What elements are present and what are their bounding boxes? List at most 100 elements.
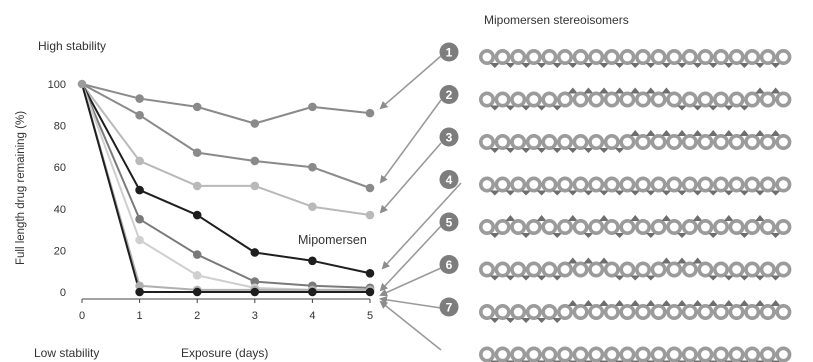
strand-bead	[744, 346, 761, 362]
strand-bead	[603, 134, 620, 151]
linkage-marker-down	[599, 148, 609, 153]
badge-7: 7	[439, 297, 459, 317]
strand-bead	[603, 346, 620, 362]
strand-bead	[619, 176, 636, 193]
linkage-marker-down	[677, 233, 687, 238]
strand-bead	[759, 219, 776, 236]
linkage-marker-down	[567, 190, 578, 196]
linkage-marker-down	[708, 105, 719, 111]
strand-bead	[635, 346, 651, 362]
series-line-7	[81, 83, 370, 291]
strand-bead	[541, 219, 558, 236]
linkage-marker-down	[583, 233, 594, 238]
linkage-marker-down	[521, 318, 531, 323]
linkage-marker-down	[521, 63, 531, 68]
strand-bead	[603, 91, 620, 108]
x-axis-title: Exposure (days)	[181, 346, 268, 360]
linkage-marker-down	[739, 190, 750, 196]
linkage-marker-up	[677, 300, 687, 306]
strand-bead	[759, 176, 776, 193]
linkage-marker-down	[739, 105, 750, 111]
strand-bead	[666, 346, 683, 362]
linkage-marker-down	[567, 63, 578, 68]
y-axis-title: Full length drug remaining (%)	[15, 111, 27, 265]
strand-bead	[728, 303, 745, 320]
strand-bead	[775, 346, 792, 362]
linkage-marker-down	[536, 148, 547, 153]
linkage-marker-up	[770, 300, 781, 306]
strand-bead	[603, 219, 620, 236]
strand-bead	[556, 219, 573, 236]
badge-circle	[439, 127, 459, 147]
strand-bead	[634, 134, 651, 151]
linkage-marker-down	[489, 275, 500, 281]
data-point-s3-d2	[192, 181, 202, 191]
linkage-marker-up	[692, 215, 703, 221]
strand-bead	[572, 303, 589, 320]
linkage-marker-up	[755, 87, 765, 94]
strand-bead	[556, 176, 573, 193]
strand-bead	[588, 303, 605, 320]
linkage-marker-down	[677, 63, 687, 68]
strand-bead	[744, 261, 761, 278]
linkage-marker-down	[723, 105, 734, 111]
data-point-s4-d5	[365, 268, 375, 278]
strand-bead	[619, 261, 636, 278]
linkage-marker-down	[521, 233, 531, 238]
strand-bead	[728, 261, 745, 278]
strand-bead	[697, 346, 714, 362]
linkage-marker-up	[661, 215, 672, 221]
linkage-marker-down	[723, 63, 734, 68]
linkage-marker-down	[708, 190, 719, 196]
strand-bead	[572, 219, 589, 236]
badge-circle	[439, 255, 459, 274]
badge-2: 2	[439, 85, 459, 104]
strand-bead	[634, 261, 651, 278]
strand-bead	[572, 346, 589, 362]
linkage-marker-down	[505, 105, 516, 111]
strand-bead	[556, 134, 573, 151]
strand-bead	[619, 134, 636, 151]
strand-bead	[510, 261, 527, 278]
series-line-1	[81, 83, 371, 125]
strand-bead	[634, 176, 651, 193]
strand-bead	[666, 91, 683, 108]
strand-bead	[572, 176, 589, 193]
linkage-marker-down	[755, 190, 765, 196]
linkage-marker-down	[630, 275, 641, 281]
strand-bead	[650, 134, 667, 151]
series-line-8	[81, 83, 370, 293]
linkage-marker-down	[677, 190, 687, 196]
strand-row-6	[478, 257, 792, 281]
strand-bead	[619, 303, 636, 320]
stereoisomer-panel: Mipomersen stereoisomers 1 2 3 4 5 6 7	[439, 13, 792, 362]
badge-1: 1	[439, 42, 459, 62]
strand-bead	[634, 303, 651, 320]
strand-bead	[572, 261, 589, 278]
linkage-marker-down	[505, 148, 516, 153]
strand-bead	[650, 303, 667, 320]
data-point-s8-d1	[135, 287, 144, 297]
series-line-5	[81, 83, 371, 289]
linkage-marker-down	[552, 233, 563, 238]
data-point-s2-d1	[135, 110, 144, 120]
strand-bead	[556, 303, 573, 320]
linkage-marker-up	[692, 257, 703, 264]
strand-bead	[712, 176, 729, 193]
strand-bead	[759, 48, 776, 65]
strand-bead	[728, 134, 745, 151]
callout-arrow-6	[379, 267, 442, 297]
linkage-marker-up	[614, 300, 625, 306]
data-point-s3-d3	[250, 181, 260, 191]
linkage-marker-down	[692, 190, 703, 196]
linkage-marker-down	[489, 63, 500, 68]
badge-circle	[439, 212, 459, 232]
linkage-marker-up	[567, 87, 578, 94]
strand-row-3	[478, 130, 792, 153]
strand-bead	[775, 303, 792, 320]
strand-bead	[556, 261, 573, 278]
strand-bead	[775, 261, 792, 278]
strand-bead	[478, 134, 495, 151]
data-point-s2-d5	[365, 183, 375, 193]
linkage-marker-up	[599, 87, 609, 94]
